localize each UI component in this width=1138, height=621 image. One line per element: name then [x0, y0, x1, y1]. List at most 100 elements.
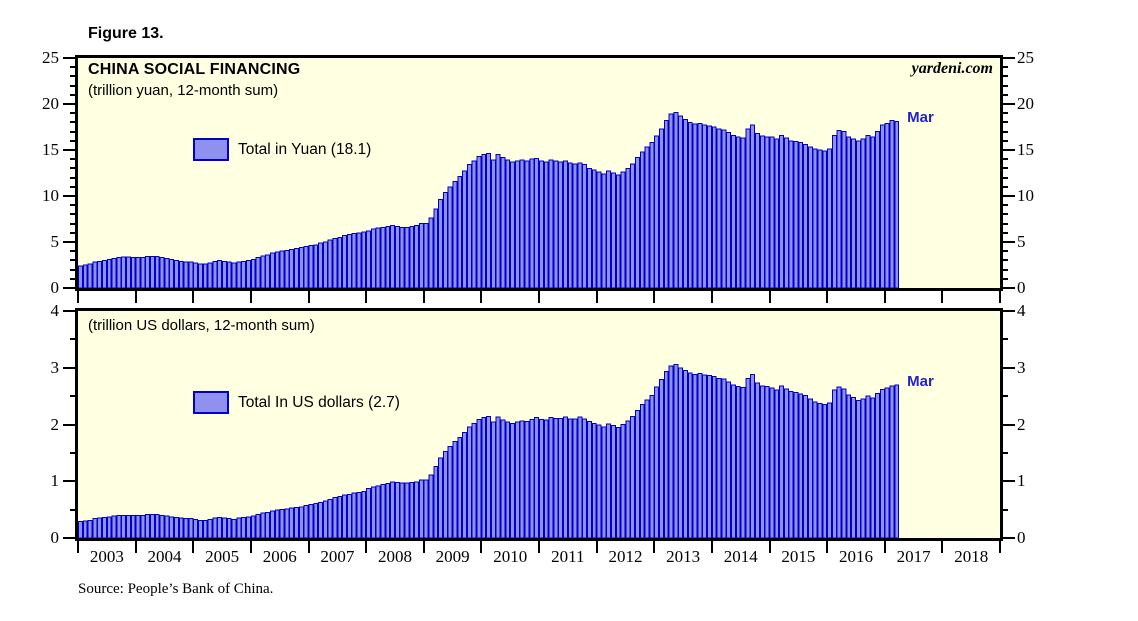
bar [442, 191, 448, 288]
bar [212, 260, 218, 288]
y-axis-label: 3 [1017, 357, 1026, 377]
bar [538, 160, 544, 288]
y-axis-label: 2 [1017, 414, 1026, 434]
bar [457, 176, 463, 288]
bar [620, 171, 626, 288]
x-year-tick [307, 291, 310, 303]
bar [159, 257, 165, 288]
bar [279, 250, 285, 288]
bar [524, 160, 530, 288]
bar [173, 517, 179, 538]
bar [356, 232, 362, 288]
bar [337, 496, 343, 538]
bar [438, 199, 444, 288]
y-minor-tick [1000, 139, 1008, 142]
last-point-label-usd: Mar [907, 372, 934, 390]
bar [471, 160, 477, 288]
bar [582, 418, 588, 538]
bar [284, 249, 290, 288]
y-axis-label: 2 [50, 414, 60, 434]
x-year-tick [653, 291, 656, 303]
bar [342, 494, 347, 538]
bar [490, 159, 496, 288]
bar [572, 163, 578, 288]
bar [121, 514, 127, 538]
bar [615, 174, 621, 288]
bar [404, 482, 410, 538]
bar [154, 514, 160, 538]
bar [519, 159, 525, 288]
bar [644, 399, 650, 538]
x-axis-year-label: 2013 [666, 547, 701, 566]
bar [471, 422, 477, 538]
bar [149, 256, 155, 288]
bar [659, 128, 664, 288]
bar [356, 492, 362, 538]
bar [798, 142, 804, 288]
bar [332, 237, 338, 288]
bar [567, 418, 573, 538]
bar [755, 382, 760, 538]
bar [178, 517, 184, 538]
y-major-tick [63, 366, 78, 369]
bar [798, 393, 804, 538]
bar [246, 516, 251, 538]
bar [486, 153, 492, 288]
y-axis-label: 20 [1017, 94, 1034, 113]
bar [889, 385, 895, 538]
bar-series-yuan [78, 111, 900, 288]
x-axis-year-label: 2011 [551, 547, 585, 566]
bar [490, 421, 496, 538]
y-minor-tick [70, 259, 78, 262]
bar [543, 419, 549, 538]
y-minor-tick [70, 231, 78, 234]
bar [514, 421, 520, 538]
bar [169, 258, 175, 288]
bar [697, 372, 703, 538]
bar [332, 497, 338, 538]
bar [116, 257, 122, 288]
x-year-tick [77, 541, 79, 553]
bar [596, 424, 602, 538]
legend-swatch-yuan [193, 138, 229, 161]
bar [82, 264, 88, 288]
bar [755, 132, 760, 288]
bar [875, 392, 880, 538]
bar [438, 457, 444, 538]
y-axis-label: 5 [1017, 232, 1026, 251]
bar [716, 378, 722, 538]
bar [788, 391, 794, 538]
x-year-tick [422, 291, 425, 303]
x-year-tick [710, 541, 713, 553]
y-minor-tick [70, 185, 78, 188]
y-minor-tick [1000, 185, 1008, 188]
bar [390, 224, 395, 288]
bar [173, 259, 179, 288]
y-axis-label: 20 [42, 94, 59, 113]
bar [380, 226, 386, 288]
bar [577, 162, 583, 288]
bar [351, 233, 357, 288]
bar [327, 239, 333, 288]
y-axis-label: 5 [50, 232, 60, 251]
bar [207, 262, 213, 288]
x-axis-year-label: 2015 [781, 547, 816, 566]
bar [212, 517, 218, 538]
bar [135, 514, 141, 538]
y-major-tick [1000, 57, 1015, 59]
bar [562, 160, 568, 288]
x-axis-year-label: 2003 [89, 547, 124, 566]
source-note: Source: People’s Bank of China. [78, 581, 274, 597]
bar [78, 521, 83, 538]
bar [697, 122, 703, 288]
bar [659, 379, 664, 538]
bar [788, 140, 794, 288]
bar [793, 141, 799, 288]
bar [255, 257, 261, 288]
bar [101, 517, 107, 538]
chart-subtitle-usd: (trillion US dollars, 12-month sum) [88, 317, 315, 334]
chart-subtitle-yuan: (trillion yuan, 12-month sum) [88, 82, 279, 99]
y-major-tick [1000, 149, 1015, 151]
y-minor-tick [1000, 167, 1008, 170]
bar [654, 135, 660, 288]
